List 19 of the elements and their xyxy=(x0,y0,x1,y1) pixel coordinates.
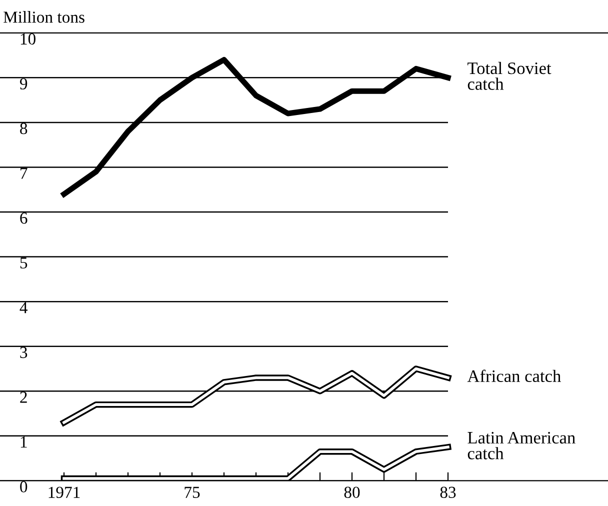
series-label: Latin American catch xyxy=(468,432,576,460)
x-tick-label: 75 xyxy=(184,486,200,498)
y-tick-label: 2 xyxy=(20,392,27,403)
y-tick-label: 5 xyxy=(20,257,28,269)
series-label: African catch xyxy=(467,370,561,382)
x-tick-label: 83 xyxy=(440,486,456,498)
series-label: Total Soviet catch xyxy=(468,62,552,90)
y-tick-label: 1 xyxy=(20,436,27,448)
y-tick-label: 7 xyxy=(20,168,28,179)
y-tick-label: 8 xyxy=(20,122,28,134)
x-tick-label: 1971 xyxy=(48,486,80,498)
y-tick-label: 9 xyxy=(20,78,28,90)
x-tick-label: 80 xyxy=(344,486,360,498)
y-axis-title: Million tons xyxy=(4,11,84,23)
y-tick-label: 3 xyxy=(20,346,28,358)
y-tick-label: 10 xyxy=(20,33,36,45)
y-tick-label: 0 xyxy=(20,481,28,492)
y-tick-label: 6 xyxy=(20,212,28,224)
y-tick-label: 4 xyxy=(20,302,28,314)
